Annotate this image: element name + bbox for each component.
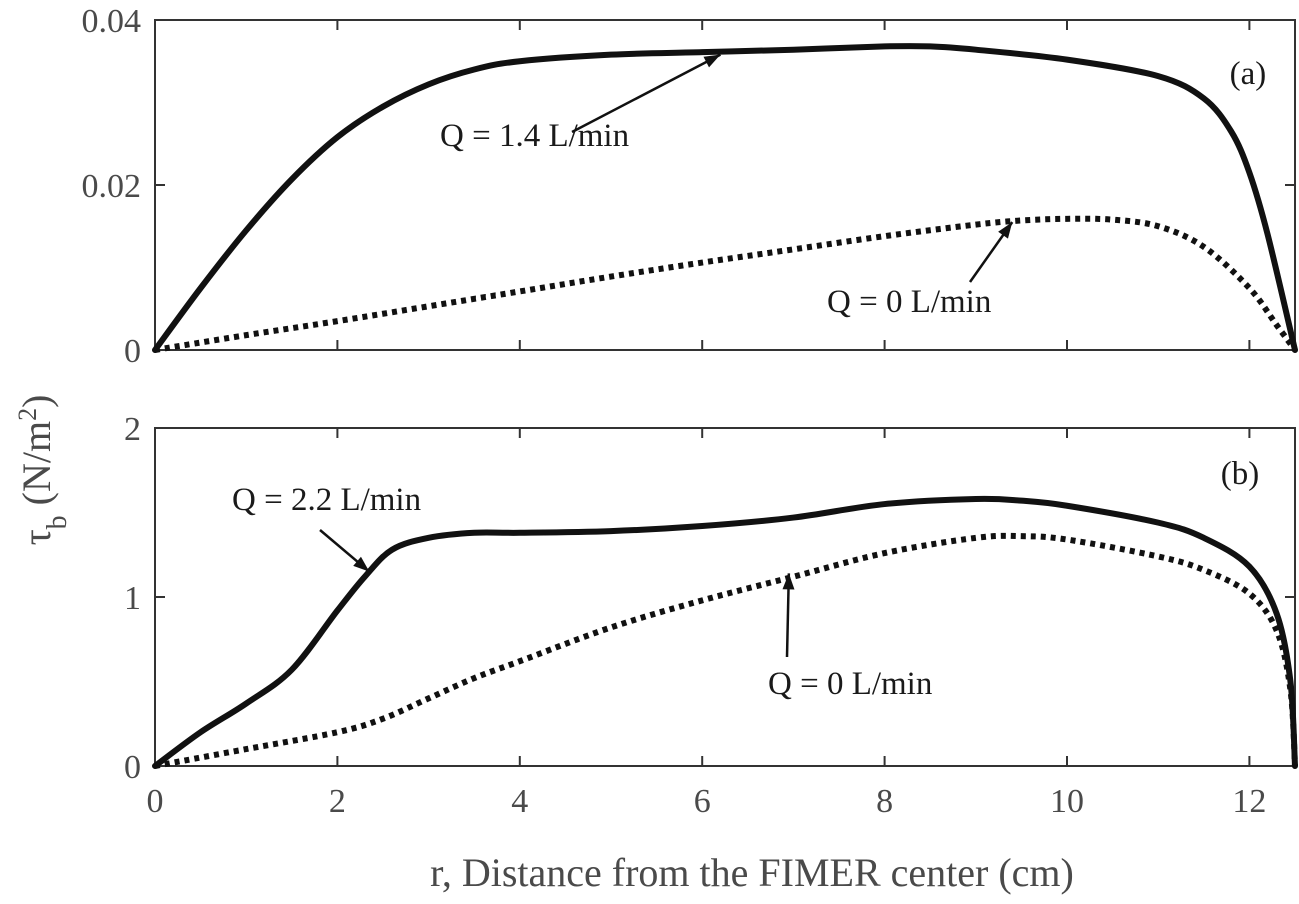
y-axis-label: τb (N/m2) [13,395,73,546]
ytick-label: 2 [124,411,141,448]
series-annotation: Q = 2.2 L/min [232,482,421,518]
series-annotation: Q = 0 L/min [768,666,932,702]
panel-b-label: (b) [1221,456,1259,492]
series-annotation: Q = 0 L/min [827,284,991,320]
panel-a-label: (a) [1230,56,1267,92]
panel-a: 0 0.02 0.04 Q = 1.4 L/min Q = 0 L/min (a) [82,3,1298,370]
annotation-arrowhead [998,222,1013,239]
xtick-label: 4 [511,783,528,820]
xtick-label: 12 [1232,783,1266,820]
xtick-label: 0 [147,783,164,820]
ytick-label: 0.02 [82,168,142,205]
annotation-arrow [571,53,722,134]
series-line-q0 [154,532,1298,769]
xtick-label: 2 [329,783,346,820]
xtick-label: 10 [1050,783,1084,820]
ytick-label: 1 [124,580,141,617]
annotation-arrowhead [703,54,721,68]
panel-b-frame [154,427,1296,767]
series-annotation: Q = 1.4 L/min [440,118,629,154]
xtick-label: 6 [694,783,711,820]
xtick-label: 8 [876,783,893,820]
ytick-label: 0.04 [82,3,142,40]
series-line-q0 [154,215,1298,353]
x-axis-label: r, Distance from the FIMER center (cm) [430,850,1074,895]
annotation-arrowhead [353,556,370,572]
series-line-qflow [152,42,1298,353]
ytick-label: 0 [124,749,141,786]
series-line-qflow [152,495,1298,769]
annotation-arrowhead [782,573,795,590]
ytick-label: 0 [124,333,141,370]
